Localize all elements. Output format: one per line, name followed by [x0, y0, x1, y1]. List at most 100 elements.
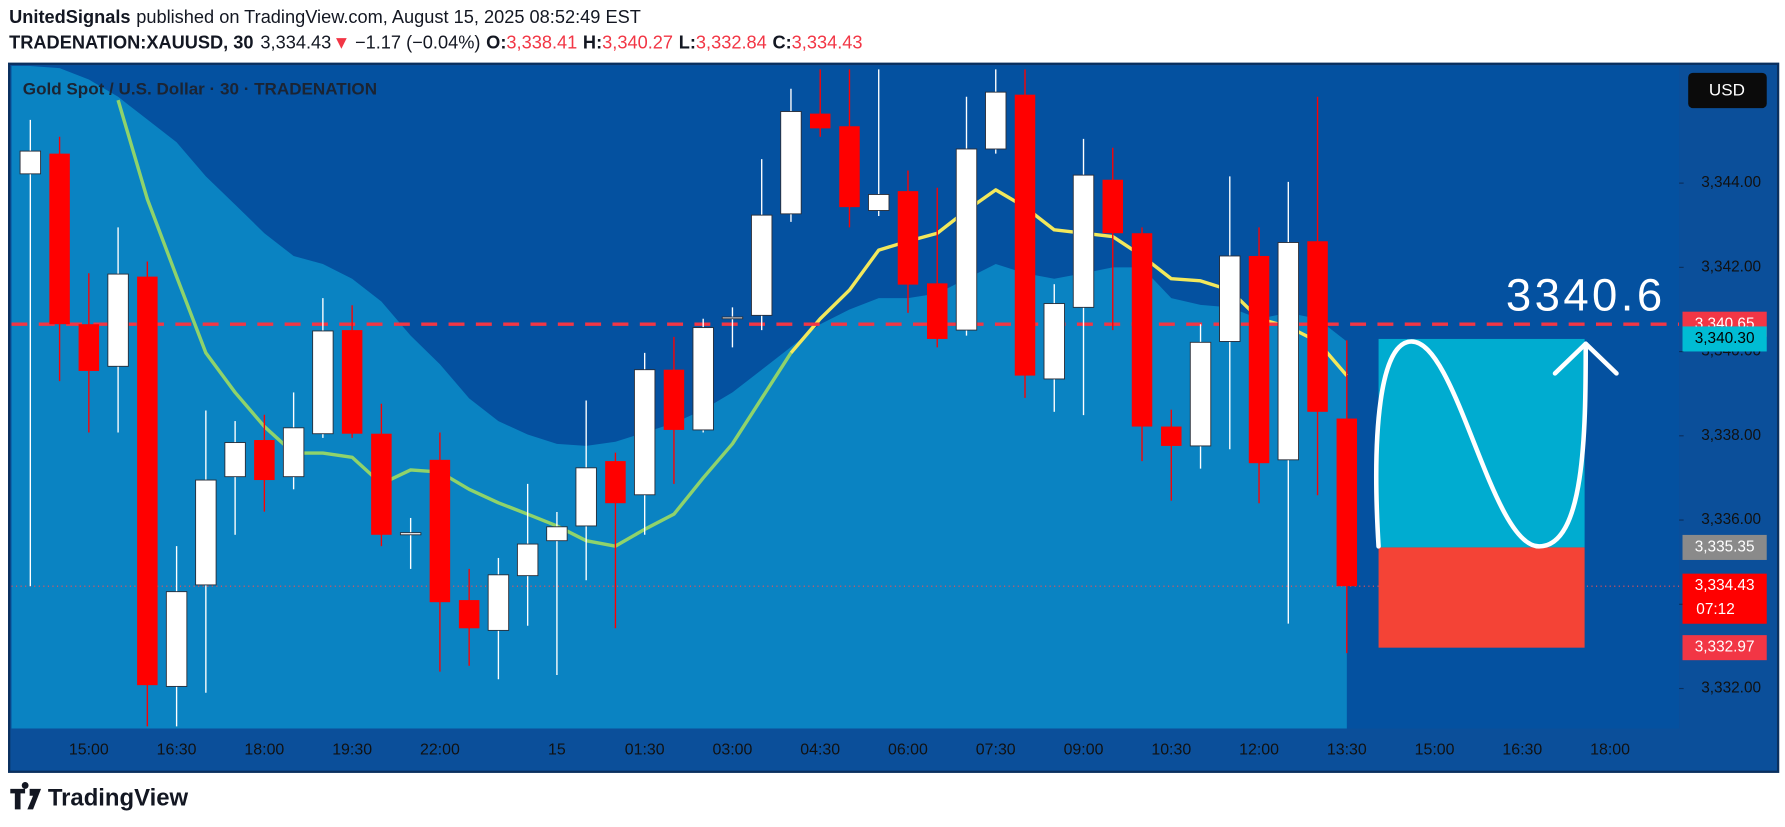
candle-body [868, 194, 890, 211]
chart-legend: Gold Spot / U.S. Dollar · 30 · TRADENATI… [23, 79, 377, 98]
published: published on TradingView.com, August 15,… [136, 7, 641, 27]
logo-text: TradingView [48, 784, 189, 811]
candle-body [1043, 303, 1065, 380]
low-label: L: [679, 32, 696, 52]
drawn-arrow [1552, 341, 1619, 376]
author: UnitedSignals [9, 7, 130, 27]
countdown: 07:12 [1696, 601, 1734, 618]
price-tag [1682, 573, 1767, 624]
band-area [11, 66, 1347, 729]
candle-body [955, 148, 978, 331]
drawn-curve [1374, 339, 1589, 549]
plot [11, 66, 1680, 729]
x-tick-label: 15:00 [69, 741, 109, 758]
candle-body [137, 276, 158, 686]
close-label: C: [772, 32, 791, 52]
price-tag [1682, 326, 1767, 352]
y-tick-label: 3,338.00 [1701, 427, 1761, 444]
x-tick-label: 07:30 [976, 741, 1016, 758]
candle-body [780, 111, 802, 215]
logo-icon [10, 782, 42, 810]
price-tag [1682, 534, 1767, 560]
candle-body [312, 330, 334, 435]
currency: USD [1709, 81, 1745, 100]
candle-body [165, 591, 188, 687]
x-tick-label: 22:00 [420, 741, 460, 758]
low: 3,332.84 [696, 32, 767, 52]
candle-body [546, 526, 568, 542]
candle-body [107, 273, 129, 367]
candle-body [897, 191, 919, 285]
x-tick-label: 03:00 [713, 741, 753, 758]
close: 3,334.43 [792, 32, 863, 52]
candle-body [575, 467, 597, 527]
candle-body [282, 427, 305, 478]
x-tick-label: 12:00 [1239, 741, 1279, 758]
candle-body [1336, 418, 1358, 587]
price: 3,334.43 [260, 32, 331, 52]
price-tag-label: 3,334.43 [1695, 577, 1755, 594]
candle-body [195, 479, 217, 586]
x-tick-label: 16:30 [157, 741, 197, 758]
x-tick-label: 09:00 [1064, 741, 1104, 758]
candle-body [809, 113, 831, 129]
candle-body [633, 369, 656, 496]
x-tick-label: 06:00 [888, 741, 928, 758]
arrow: ▼ [332, 32, 350, 52]
x-tick-label: 13:30 [1327, 741, 1367, 758]
candle-body [1131, 233, 1153, 427]
candle-body [663, 369, 685, 430]
symbol: TRADENATION:XAUUSD, 30 [9, 32, 253, 52]
candle-body [1248, 255, 1270, 464]
candle-body [254, 440, 275, 481]
x-tick-label: 18:00 [244, 741, 284, 758]
x-tick-label: 19:30 [332, 741, 372, 758]
x-tick-label: 04:30 [800, 741, 840, 758]
candle-body [985, 91, 1007, 150]
y-tick-label: 3,332.00 [1701, 680, 1761, 697]
candle-body [341, 330, 363, 434]
candle-body [1014, 94, 1036, 376]
candle-body [371, 433, 392, 535]
candle-body [751, 214, 773, 316]
x-tick-label: 15:00 [1415, 741, 1455, 758]
candle-body [1219, 255, 1241, 342]
stop-zone [1378, 547, 1585, 648]
candle-body [926, 283, 948, 339]
x-tick-label: 01:30 [625, 741, 665, 758]
candle-body [516, 543, 539, 577]
candle-body [49, 153, 70, 325]
price-tag-label: 3,340.30 [1695, 330, 1755, 347]
candle-body [692, 327, 714, 431]
candle-body [224, 442, 246, 478]
candle-body [1072, 174, 1095, 308]
high: 3,340.27 [602, 32, 673, 52]
y-tick-label: 3,344.00 [1701, 174, 1761, 191]
candle-body [1161, 426, 1182, 446]
y-tick-label: 3,336.00 [1701, 511, 1761, 528]
symbol-line: TRADENATION:XAUUSD, 30 3,334.43▼ −1.17 (−0… [9, 32, 862, 52]
high-label: H: [583, 32, 602, 52]
annotation: 3340.6 [1506, 269, 1666, 320]
candle-body [839, 126, 860, 208]
candle-body [1189, 341, 1212, 447]
candle-body [1102, 179, 1124, 234]
publish-line: UnitedSignals published on TradingView.co… [9, 7, 641, 27]
x-tick-label: 10:30 [1151, 741, 1191, 758]
change: −1.17 (−0.04%) [355, 32, 480, 52]
currency-button[interactable] [1688, 72, 1767, 109]
candle-body [458, 600, 480, 629]
candle-body [721, 316, 744, 320]
candle-body [1277, 242, 1299, 461]
price-tag-label: 3,332.97 [1695, 639, 1755, 656]
target-zone [1378, 338, 1585, 548]
candle-body [487, 574, 510, 631]
open: 3,338.41 [506, 32, 577, 52]
open-label: O: [486, 32, 506, 52]
x-tick-label: 18:00 [1590, 741, 1630, 758]
x-tick-label: 16:30 [1502, 741, 1542, 758]
candle-body [19, 150, 42, 175]
candle-body [78, 324, 100, 371]
